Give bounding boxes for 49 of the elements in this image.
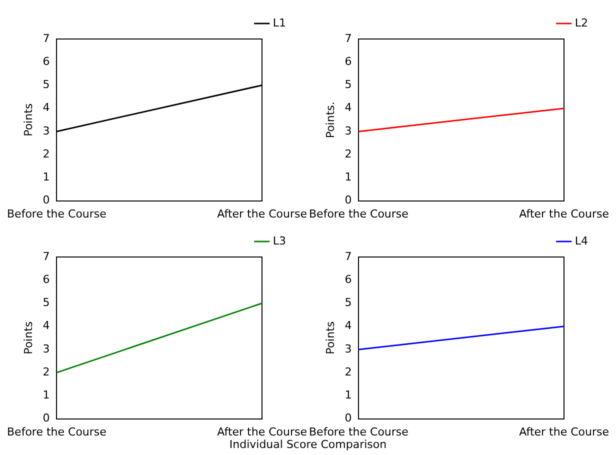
y-tick-label: 5 — [42, 78, 50, 92]
y-tick-label: 0 — [344, 412, 352, 425]
x-tick-label: After the Course — [217, 425, 308, 438]
y-tick-label: 3 — [344, 342, 352, 356]
y-tick-label: 5 — [42, 296, 50, 310]
y-tick-label: 6 — [344, 272, 352, 286]
y-tick-label: 1 — [42, 170, 50, 184]
y-tick-label: 2 — [344, 147, 352, 160]
y-tick-label: 1 — [42, 388, 50, 402]
x-tick-label: Before the Course — [308, 207, 409, 220]
y-tick-label: 7 — [344, 250, 352, 263]
x-tick-label: Before the Course — [6, 425, 107, 438]
y-tick-label: 5 — [344, 78, 352, 92]
y-tick-label: 2 — [42, 365, 50, 378]
y-axis-title: Points — [324, 321, 337, 354]
y-axis-title: Points — [22, 103, 35, 136]
y-tick-label: 7 — [42, 250, 50, 263]
y-tick-label: 7 — [42, 32, 50, 45]
x-tick-label: Before the Course — [6, 207, 107, 220]
legend-label: L2 — [574, 16, 588, 30]
y-tick-label: 6 — [42, 272, 50, 286]
x-tick-label: After the Course — [519, 425, 610, 438]
y-tick-label: 2 — [344, 365, 352, 378]
y-axis-title: Points. — [324, 102, 337, 138]
y-tick-label: 0 — [42, 194, 50, 207]
y-tick-label: 6 — [344, 54, 352, 68]
x-tick-label: Before the Course — [308, 425, 409, 438]
y-tick-label: 4 — [42, 101, 50, 114]
y-axis-title: Points — [22, 321, 35, 354]
y-tick-label: 5 — [344, 296, 352, 310]
y-tick-label: 2 — [42, 147, 50, 160]
y-tick-label: 0 — [344, 194, 352, 207]
legend-label: L3 — [272, 234, 286, 248]
y-tick-label: 3 — [42, 124, 50, 138]
y-tick-label: 4 — [42, 319, 50, 332]
y-tick-label: 1 — [344, 388, 352, 402]
y-tick-label: 3 — [42, 342, 50, 356]
x-tick-label: After the Course — [519, 207, 610, 220]
y-tick-label: 4 — [344, 319, 352, 332]
text: Individual Score Comparison — [228, 438, 388, 451]
x-tick-label: After the Course — [217, 207, 308, 220]
y-tick-label: 6 — [42, 54, 50, 68]
y-tick-label: 7 — [344, 32, 352, 45]
legend-label: L1 — [272, 16, 286, 30]
y-tick-label: 1 — [344, 170, 352, 184]
y-tick-label: 3 — [344, 124, 352, 138]
y-tick-label: 4 — [344, 101, 352, 114]
legend-label: L4 — [574, 234, 588, 248]
y-tick-label: 0 — [42, 412, 50, 425]
